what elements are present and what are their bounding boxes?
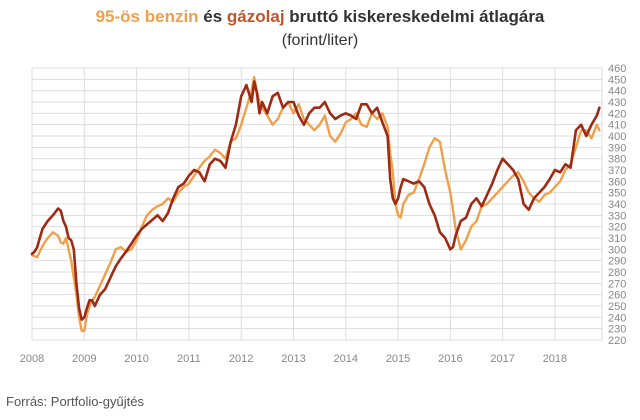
y-tick-label: 370: [608, 165, 626, 177]
x-tick-label: 2010: [124, 353, 148, 365]
x-tick-label: 2009: [72, 353, 96, 365]
y-tick-label: 400: [608, 131, 626, 143]
series-line-benzin: [30, 75, 601, 333]
y-tick-label: 430: [608, 97, 626, 109]
grid-lines: [31, 67, 603, 341]
y-axis-ticks: 2202302402502602702802903003103203303403…: [608, 63, 626, 347]
y-tick-label: 390: [608, 142, 626, 154]
y-tick-label: 440: [608, 86, 626, 98]
chart-subtitle: (forint/liter): [281, 32, 359, 49]
y-tick-label: 300: [608, 244, 626, 256]
y-tick-label: 450: [608, 74, 626, 86]
x-tick-label: 2016: [438, 353, 462, 365]
title-rest: bruttó kiskereskedelmi átlagára: [284, 7, 545, 26]
x-axis-ticks: 2008 2009 2010 2011 2012 2013 2014 2015 2016 2017…: [20, 353, 567, 365]
series-lines: [30, 75, 601, 333]
chart-svg: 2202302402502602702802903003103203303403…: [20, 63, 627, 365]
y-tick-label: 270: [608, 278, 626, 290]
x-tick-label: 2015: [386, 353, 410, 365]
source-note: Forrás: Portfolio-gyűjtés: [6, 394, 144, 409]
y-tick-label: 310: [608, 233, 626, 245]
y-tick-label: 340: [608, 199, 626, 211]
y-tick-label: 290: [608, 256, 626, 268]
title-gazolaj: gázolaj: [226, 7, 285, 26]
series-line-gazolaj: [30, 80, 601, 321]
title-benzin: 95-ös benzin: [95, 7, 199, 26]
y-tick-label: 250: [608, 301, 626, 313]
y-tick-label: 330: [608, 210, 626, 222]
y-tick-label: 460: [608, 63, 626, 75]
x-tick-label: 2013: [281, 353, 305, 365]
y-tick-label: 240: [608, 312, 626, 324]
x-tick-label: 2017: [490, 353, 514, 365]
x-tick-label: 2018: [543, 353, 567, 365]
y-tick-label: 320: [608, 222, 626, 234]
y-tick-label: 220: [608, 335, 626, 347]
y-tick-label: 280: [608, 267, 626, 279]
title-connector: és: [198, 7, 227, 26]
y-tick-label: 230: [608, 324, 626, 336]
x-tick-label: 2008: [20, 353, 44, 365]
y-tick-label: 420: [608, 108, 626, 120]
y-tick-label: 350: [608, 188, 626, 200]
chart-title: 95-ös benzin és gázolaj bruttó kiskeresk…: [0, 6, 640, 28]
x-tick-label: 2014: [334, 353, 358, 365]
x-tick-label: 2012: [229, 353, 253, 365]
x-tick-label: 2011: [177, 353, 201, 365]
y-tick-label: 260: [608, 290, 626, 302]
y-tick-label: 380: [608, 154, 626, 166]
y-tick-label: 360: [608, 176, 626, 188]
y-tick-label: 410: [608, 120, 626, 132]
